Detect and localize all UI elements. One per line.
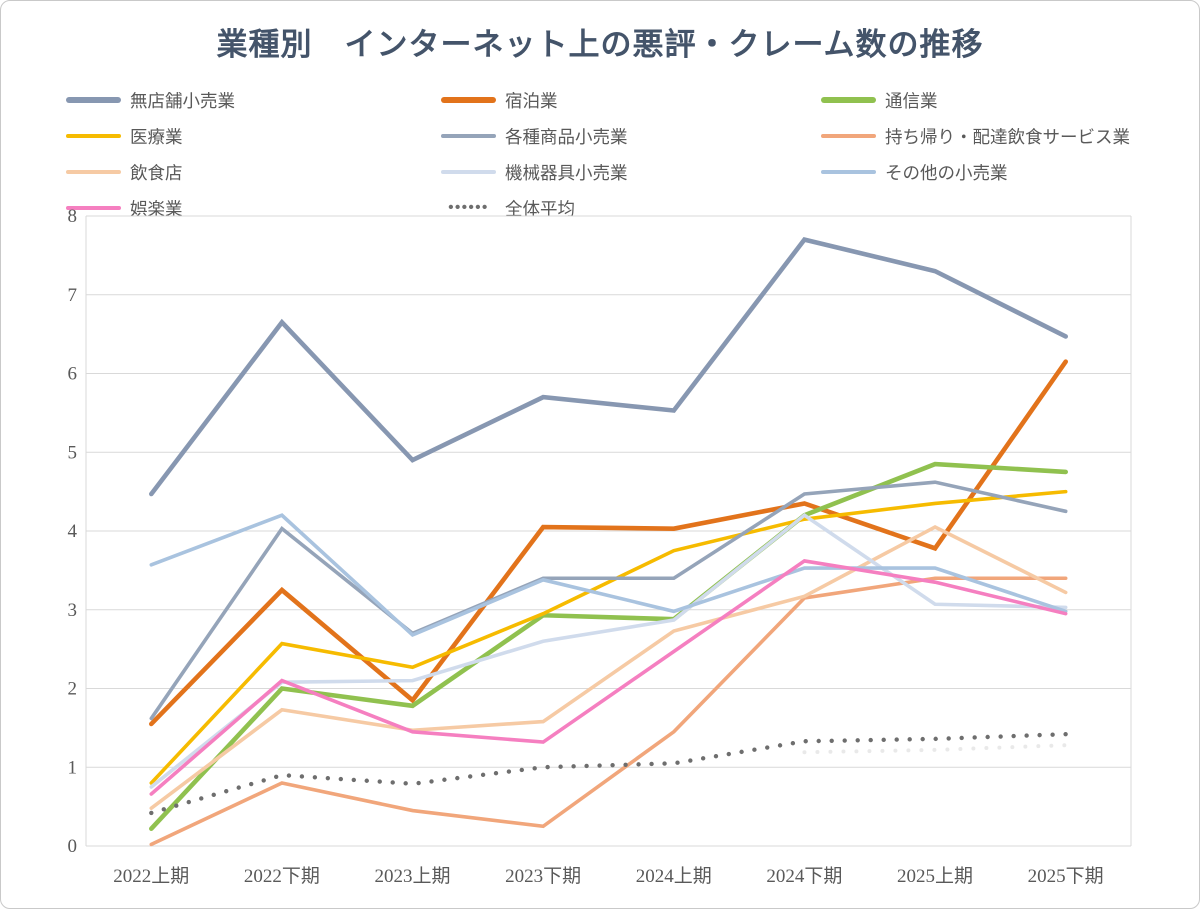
legend-item: 各種商品小売業: [441, 124, 628, 148]
legend-item: その他の小売業: [821, 160, 1008, 184]
legend-item: 医療業: [66, 124, 183, 148]
series-line-1: [149, 359, 1068, 727]
legend-label: 無店舗小売業: [130, 90, 235, 111]
series-line-3: [149, 489, 1068, 785]
legend-swatch: [441, 97, 496, 103]
x-tick-label: 2023下期: [505, 865, 581, 887]
legend-label: 持ち帰り・配達飲食サービス業: [885, 126, 1130, 147]
y-tick-label: 3: [68, 600, 78, 621]
series-line-10: [149, 731, 1068, 816]
legend-label: 各種商品小売業: [505, 126, 628, 147]
legend-label: 娯楽業: [130, 198, 183, 219]
legend-label: 飲食店: [130, 162, 183, 183]
legend-label: その他の小売業: [885, 162, 1008, 183]
legend-dotted-swatch: ••••••: [448, 199, 489, 216]
dotted-line-ghost: [802, 743, 1068, 755]
y-tick-label: 0: [68, 836, 78, 857]
y-tick-label: 8: [68, 206, 78, 227]
legend-item: 持ち帰り・配達飲食サービス業: [821, 124, 1130, 148]
series-line-6: [149, 525, 1068, 811]
legend-item: 宿泊業: [441, 88, 558, 112]
series-line-5: [149, 576, 1068, 847]
x-tick-label: 2022上期: [113, 865, 189, 887]
series-line-2: [149, 461, 1068, 831]
y-tick-label: 5: [68, 442, 78, 463]
legend-label: 宿泊業: [505, 90, 558, 111]
x-tick-label: 2025上期: [897, 865, 973, 887]
series-line-8: [149, 513, 1068, 638]
legend-swatch: [66, 169, 121, 175]
series-line-7: [149, 513, 1068, 789]
legend-swatch: [821, 97, 876, 103]
legend-swatch: [821, 133, 876, 139]
legend-swatch: [821, 169, 876, 175]
legend-swatch: [441, 169, 496, 175]
legend-item: •••••• 全体平均: [441, 196, 575, 220]
legend-swatch: [441, 133, 496, 139]
legend-label: 通信業: [885, 90, 938, 111]
legend-item: 飲食店: [66, 160, 183, 184]
legend-item: 無店舗小売業: [66, 88, 235, 112]
legend-label: 医療業: [130, 126, 183, 147]
legend-swatch: [66, 133, 121, 139]
series-line-9: [149, 559, 1068, 796]
legend-label: 全体平均: [505, 198, 575, 219]
legend-swatch: [66, 205, 121, 211]
y-tick-label: 6: [68, 364, 78, 385]
series-line-4: [149, 480, 1068, 721]
y-tick-label: 1: [68, 757, 78, 778]
series-line-0: [149, 237, 1068, 497]
x-tick-label: 2024下期: [766, 865, 842, 887]
y-tick-label: 7: [68, 285, 78, 306]
legend-label: 機械器具小売業: [505, 162, 628, 183]
legend-item: 通信業: [821, 88, 938, 112]
y-tick-label: 4: [68, 521, 78, 542]
legend-item: 機械器具小売業: [441, 160, 628, 184]
legend-swatch: [66, 97, 121, 103]
x-tick-label: 2025下期: [1028, 865, 1104, 887]
legend-item: 娯楽業: [66, 196, 183, 220]
chart-title: 業種別 インターネット上の悪評・クレーム数の推移: [216, 27, 984, 62]
x-tick-label: 2022下期: [244, 865, 320, 887]
y-tick-label: 2: [68, 679, 78, 700]
x-tick-label: 2024上期: [636, 865, 712, 887]
x-tick-label: 2023上期: [375, 865, 451, 887]
